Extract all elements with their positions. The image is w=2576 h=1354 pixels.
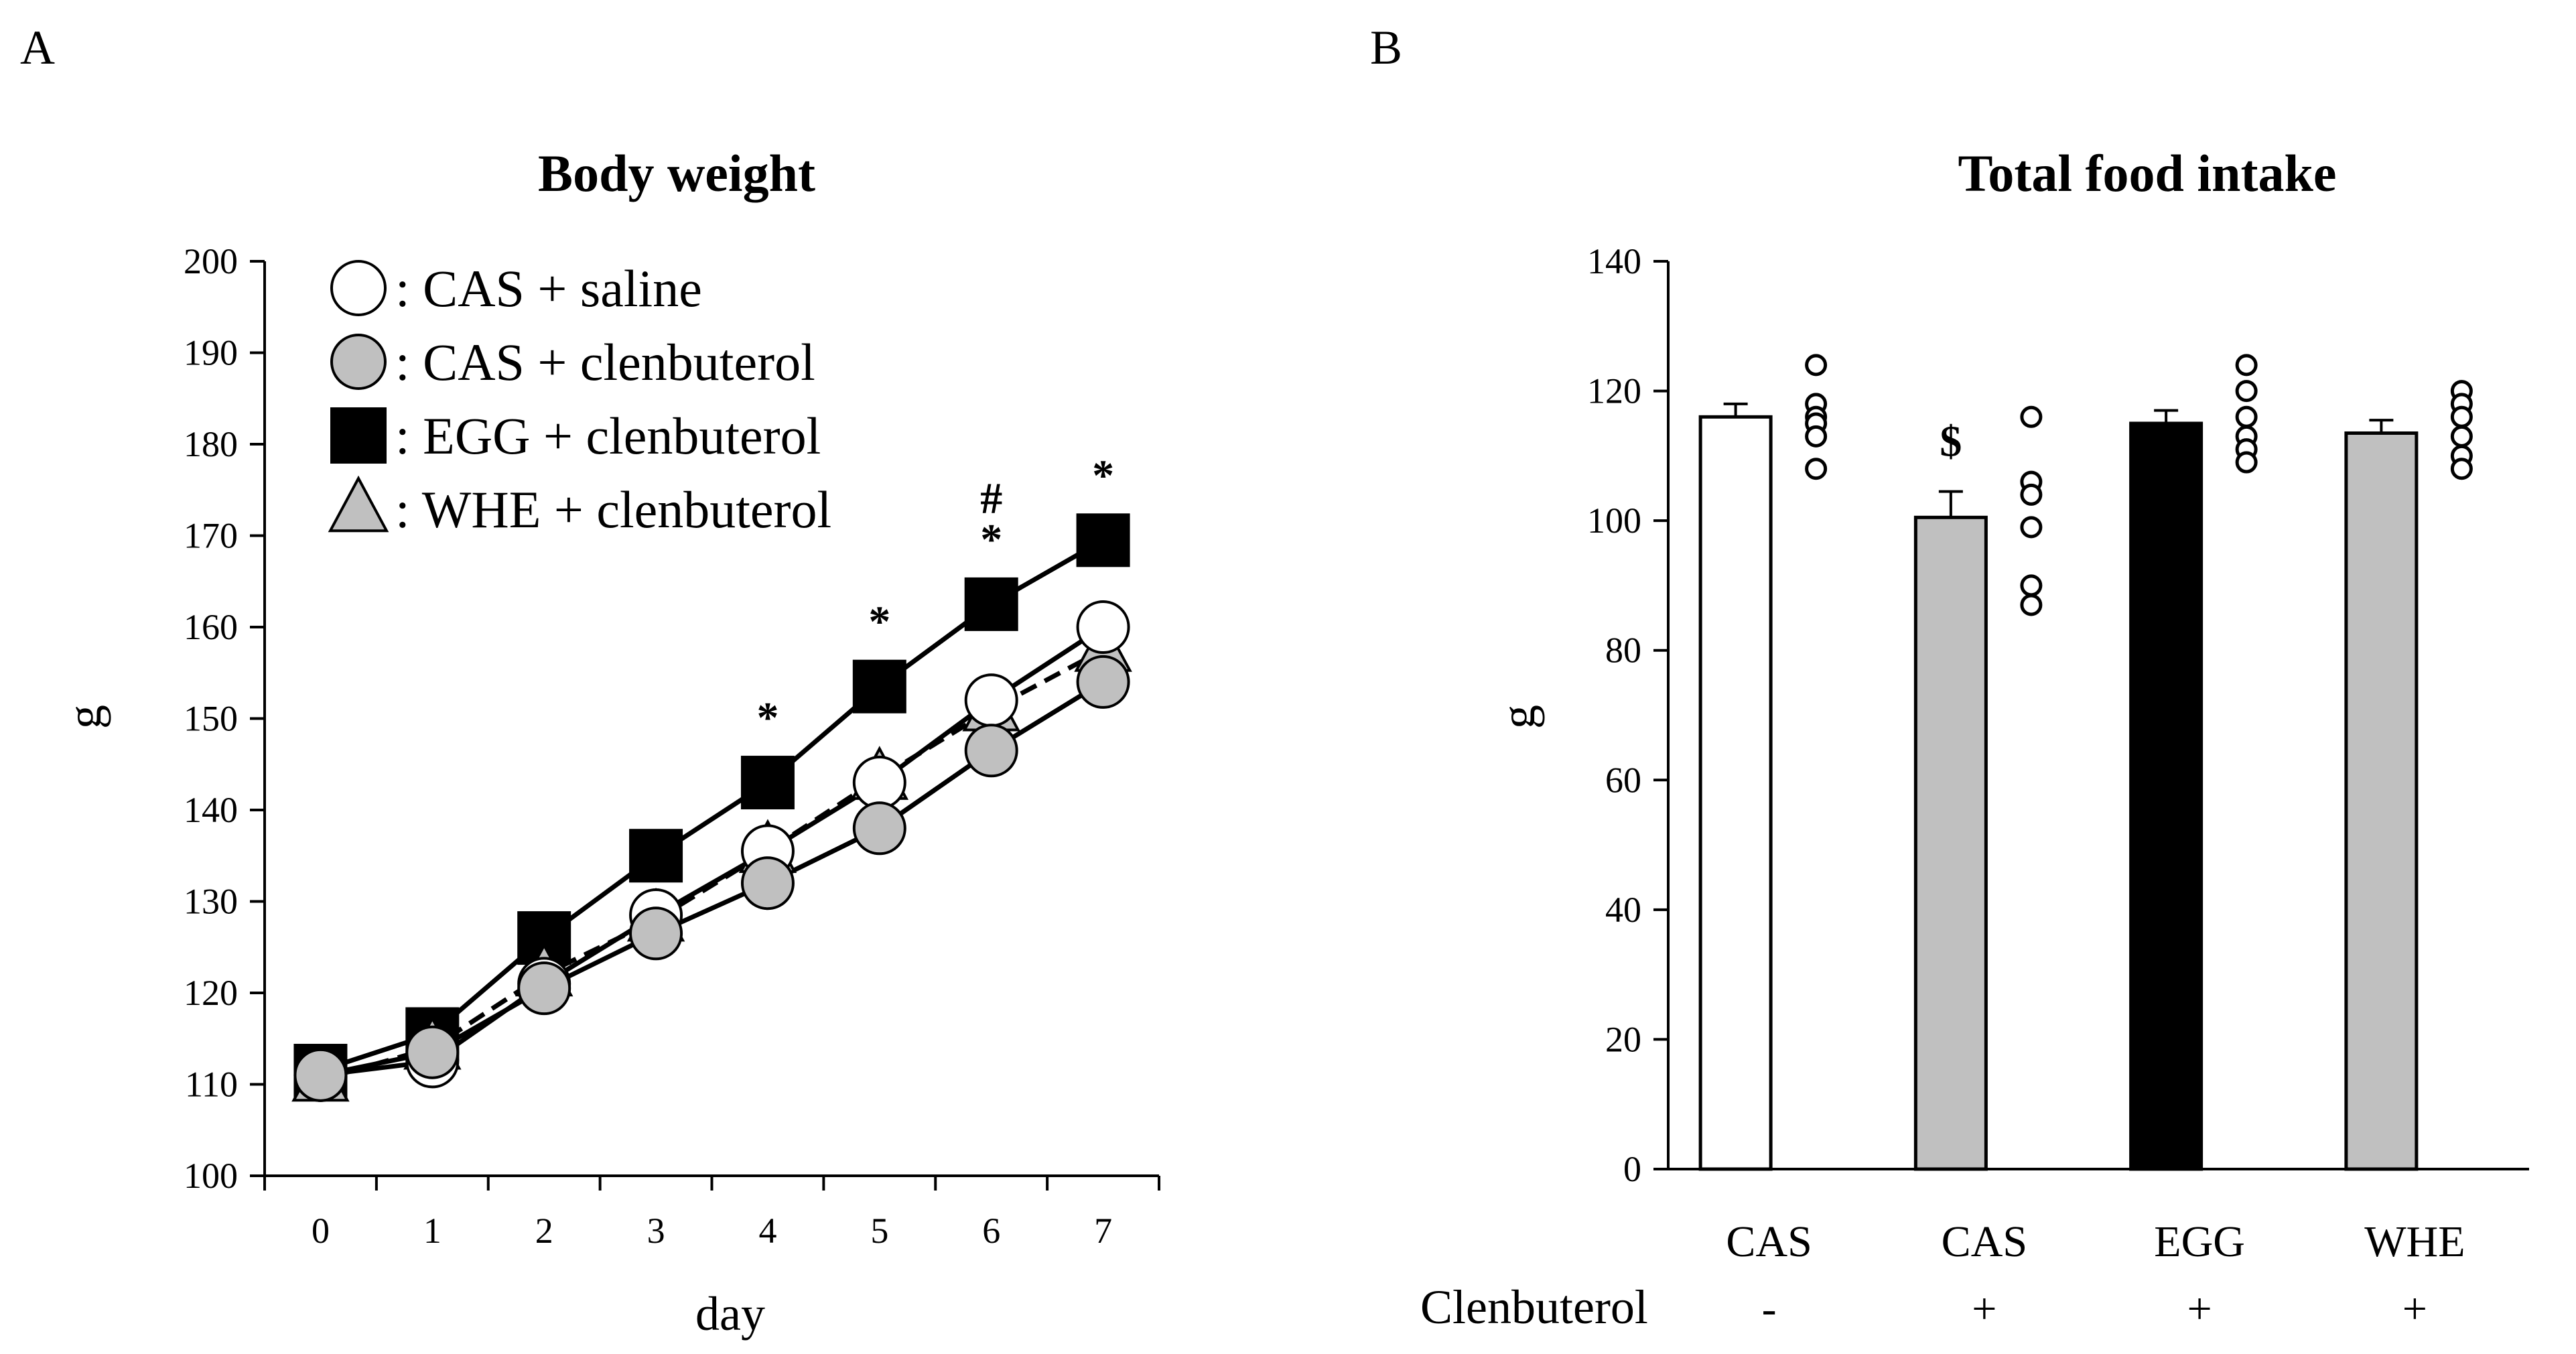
legend-marker-triangle xyxy=(328,475,389,533)
data-point-circle xyxy=(964,673,1018,728)
individual-point xyxy=(2235,451,2258,474)
legend-marker-square xyxy=(330,407,387,464)
category-label: CAS xyxy=(1726,1217,1812,1266)
y-tick-label: 80 xyxy=(1605,630,1641,671)
category-label: WHE xyxy=(2364,1217,2465,1266)
data-point-circle xyxy=(405,1025,460,1079)
y-tick-label: 190 xyxy=(184,333,238,373)
food-intake-title: Total food intake xyxy=(1958,144,2337,202)
data-point-square xyxy=(852,659,906,714)
legend-marker-circle xyxy=(330,334,387,390)
body-weight-chart: Body weight day g 1001101201301401501601… xyxy=(58,144,1160,1341)
data-point-circle xyxy=(629,906,683,961)
y-tick-label: 150 xyxy=(184,699,238,739)
category-label: EGG xyxy=(2154,1217,2245,1266)
y-tick-label: 100 xyxy=(1587,500,1641,541)
treatment-sign: + xyxy=(2402,1284,2427,1333)
data-point-circle xyxy=(517,961,571,1016)
x-tick-label: 1 xyxy=(423,1211,442,1251)
individual-point xyxy=(2235,354,2258,377)
individual-point xyxy=(1805,425,1828,448)
y-tick-label: 160 xyxy=(184,607,238,647)
y-tick-label: 180 xyxy=(184,424,238,464)
individual-point xyxy=(1805,354,1828,377)
bar xyxy=(2129,421,2204,1171)
body-weight-y-axis-title: g xyxy=(58,705,111,729)
bar xyxy=(1698,415,1773,1171)
y-tick-label: 170 xyxy=(184,516,238,556)
significance-marker: * xyxy=(980,515,1002,564)
individual-point xyxy=(2450,458,2473,480)
individual-point xyxy=(2020,516,2043,539)
individual-point xyxy=(2235,380,2258,403)
legend-marker-circle xyxy=(330,260,387,316)
legend-label: : CAS + saline xyxy=(395,259,702,318)
significance-marker: * xyxy=(1092,451,1114,500)
treatment-sign: + xyxy=(1972,1284,1996,1333)
individual-point xyxy=(2235,405,2258,428)
bar xyxy=(2344,431,2419,1171)
data-point-circle xyxy=(964,724,1018,778)
data-point-square xyxy=(740,756,795,810)
y-tick-label: 120 xyxy=(1587,371,1641,411)
x-tick-label: 6 xyxy=(982,1211,1000,1251)
y-tick-label: 100 xyxy=(184,1156,238,1196)
data-point-circle xyxy=(740,856,795,910)
y-tick-label: 110 xyxy=(185,1065,238,1105)
data-point-circle xyxy=(293,1048,348,1102)
y-tick-label: 140 xyxy=(1587,241,1641,281)
treatment-row-label: Clenbuterol xyxy=(1420,1280,1648,1334)
food-intake-y-axis-title: g xyxy=(1491,705,1545,729)
data-point-square xyxy=(629,829,683,883)
panel-b-letter: B xyxy=(1370,21,1402,74)
data-point-square xyxy=(964,577,1018,631)
body-weight-legend: : CAS + saline : CAS + clenbuterol : EGG +… xyxy=(328,259,831,539)
y-tick-label: 120 xyxy=(184,973,238,1013)
data-point-circle xyxy=(1076,600,1130,654)
y-tick-label: 20 xyxy=(1605,1019,1641,1059)
data-point-circle xyxy=(852,756,906,810)
significance-marker: * xyxy=(756,693,778,742)
bar xyxy=(1913,515,1988,1171)
data-point-circle xyxy=(852,801,906,856)
y-tick-label: 60 xyxy=(1605,760,1641,800)
individual-point xyxy=(2020,483,2043,506)
treatment-sign: + xyxy=(2187,1284,2212,1333)
individual-point xyxy=(2020,594,2043,616)
individual-point xyxy=(2450,405,2473,428)
significance-marker: * xyxy=(868,598,890,647)
y-tick-label: 200 xyxy=(184,241,238,281)
x-tick-label: 0 xyxy=(312,1211,330,1251)
y-tick-label: 140 xyxy=(184,790,238,830)
x-tick-label: 2 xyxy=(535,1211,553,1251)
x-tick-label: 5 xyxy=(870,1211,888,1251)
individual-point xyxy=(1805,458,1828,480)
y-tick-label: 40 xyxy=(1605,890,1641,930)
x-tick-label: 7 xyxy=(1094,1211,1112,1251)
significance-marker: # xyxy=(980,474,1002,523)
y-tick-label: 130 xyxy=(184,882,238,922)
panel-a-letter: A xyxy=(20,21,55,74)
data-point-square xyxy=(1076,513,1130,567)
category-label: CAS xyxy=(1942,1217,2027,1266)
body-weight-title: Body weight xyxy=(538,144,815,202)
data-point-circle xyxy=(1076,655,1130,709)
x-tick-label: 3 xyxy=(647,1211,665,1251)
legend-label: : CAS + clenbuterol xyxy=(395,333,815,391)
significance-marker: $ xyxy=(1940,417,1962,466)
legend-label: : WHE + clenbuterol xyxy=(395,480,831,539)
food-intake-chart: Total food intake g Clenbuterol 0 20 40 60 8… xyxy=(1420,144,2529,1334)
x-tick-label: 4 xyxy=(758,1211,776,1251)
body-weight-x-axis-title: day xyxy=(695,1287,765,1341)
legend-label: : EGG + clenbuterol xyxy=(395,407,821,465)
individual-point xyxy=(2450,425,2473,448)
treatment-sign: - xyxy=(1762,1284,1777,1333)
individual-point xyxy=(2020,574,2043,597)
individual-point xyxy=(2020,405,2043,428)
y-tick-label: 0 xyxy=(1623,1149,1641,1189)
